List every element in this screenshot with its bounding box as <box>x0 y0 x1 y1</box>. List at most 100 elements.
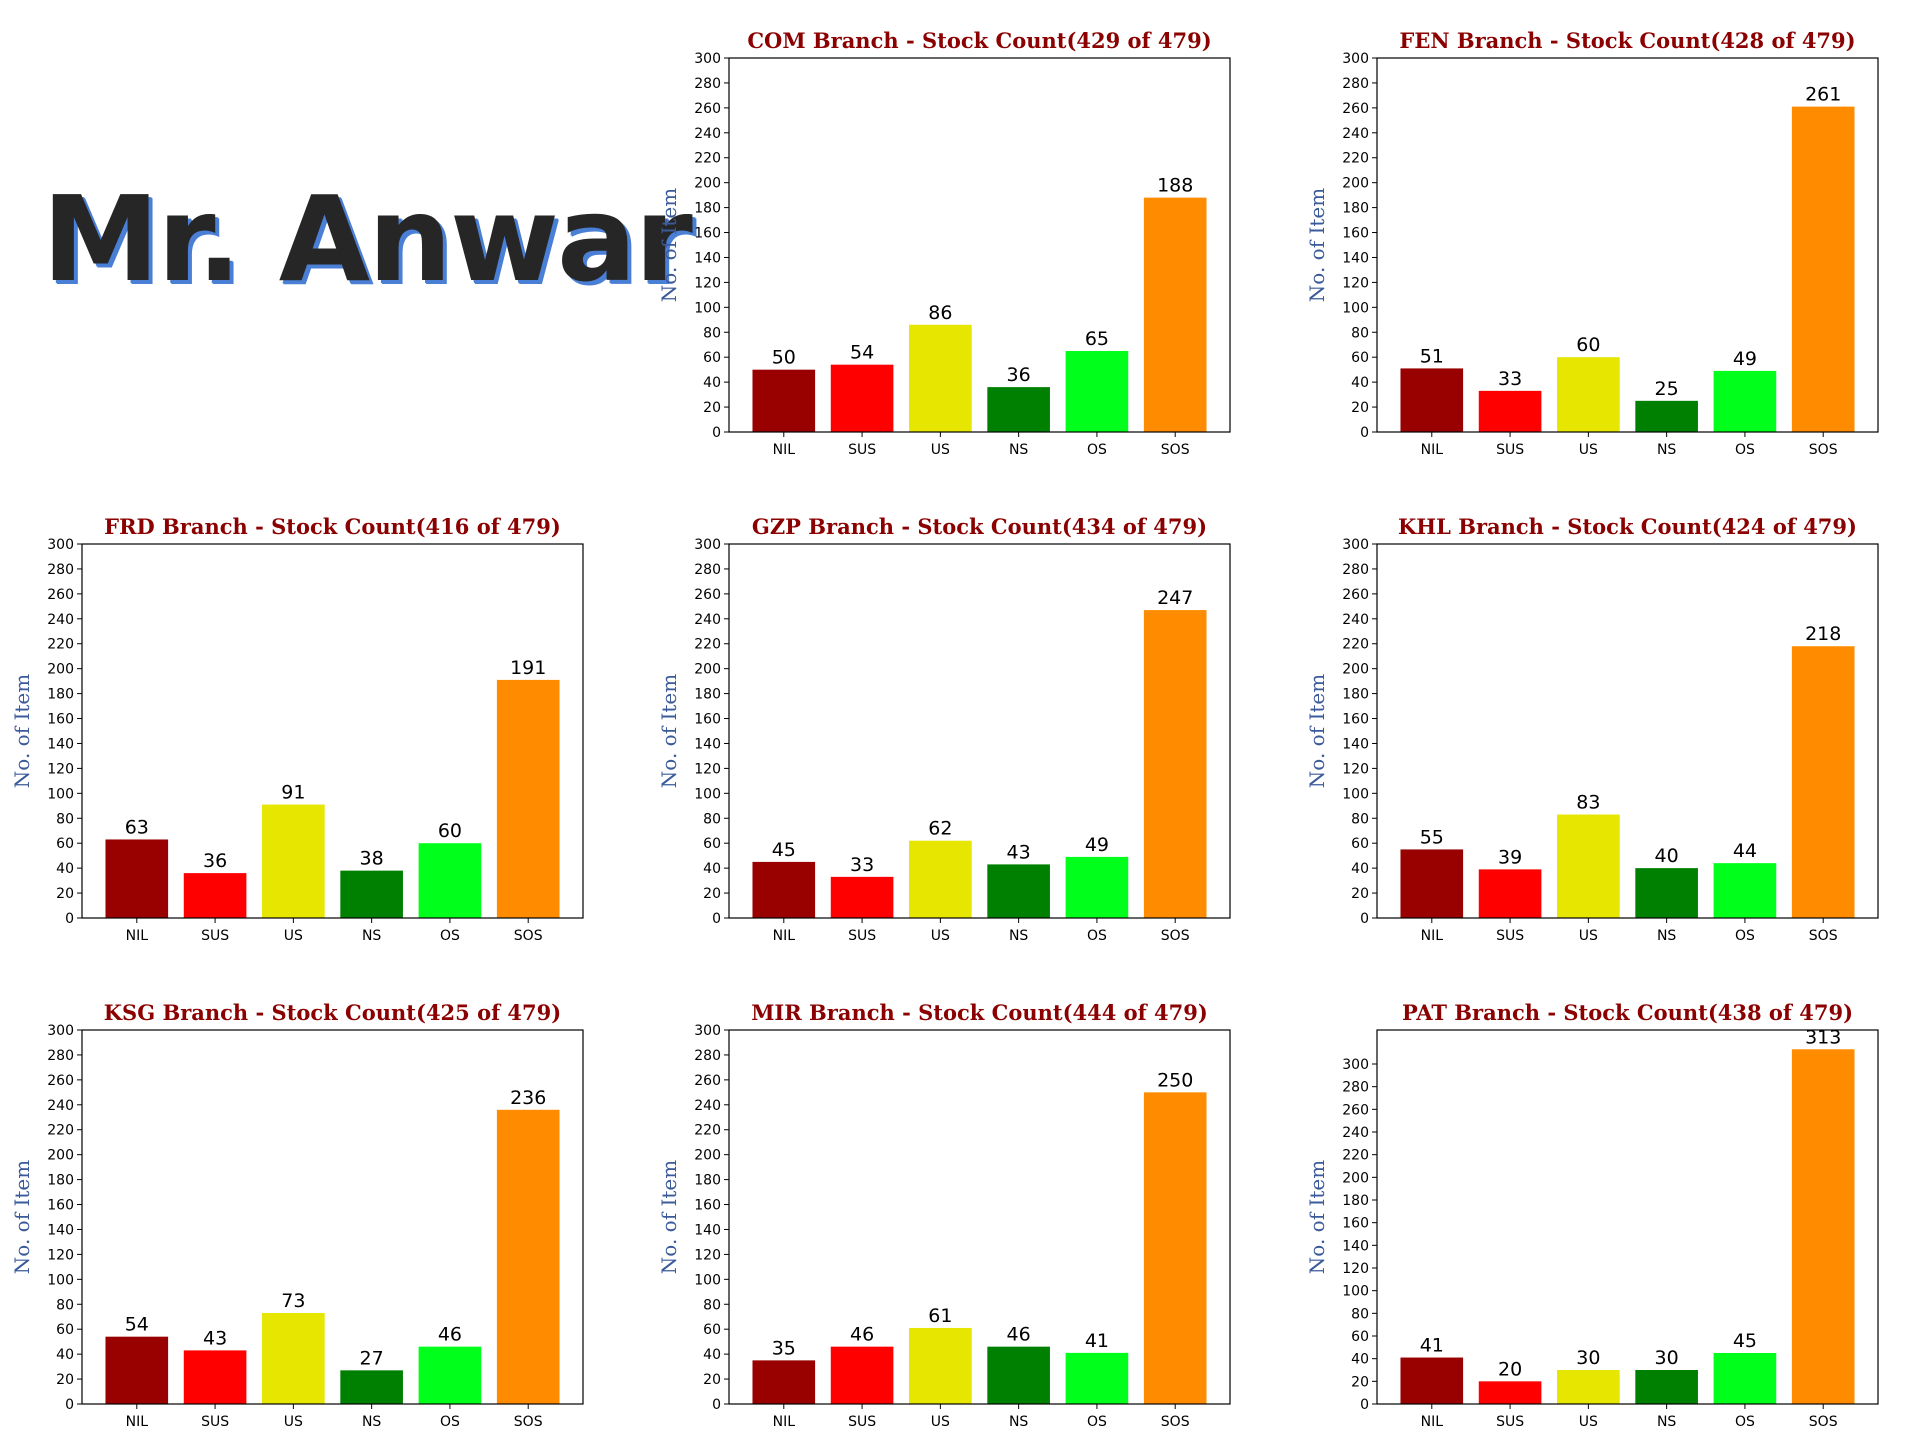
y-axis-label: No. of Item <box>657 188 681 302</box>
x-tick-label: SUS <box>1496 442 1524 458</box>
y-tick-label: 260 <box>1342 101 1369 117</box>
chart-title: KSG Branch - Stock Count(425 of 479) <box>104 1000 561 1025</box>
y-tick-label: 160 <box>694 1198 721 1214</box>
y-tick-label: 160 <box>1342 1216 1369 1232</box>
y-tick-label: 20 <box>56 1372 74 1388</box>
y-tick-label: 300 <box>694 51 721 67</box>
y-tick-label: 280 <box>47 1048 74 1064</box>
y-tick-label: 120 <box>47 761 74 777</box>
bar-value-label: 60 <box>1576 334 1600 356</box>
y-tick-label: 180 <box>47 1173 74 1189</box>
y-tick-label: 240 <box>694 126 721 142</box>
y-tick-label: 240 <box>47 612 74 628</box>
bar-nil <box>752 369 816 432</box>
bar-ns <box>1635 400 1698 432</box>
y-tick-label: 280 <box>47 562 74 578</box>
y-axis-label: No. of Item <box>10 1160 34 1274</box>
bar-ns <box>987 864 1050 918</box>
y-tick-label: 160 <box>1342 226 1369 242</box>
y-tick-label: 40 <box>1351 861 1369 877</box>
chart-fen: FEN Branch - Stock Count(428 of 479) No. … <box>1305 28 1879 458</box>
bar-value-label: 51 <box>1420 345 1444 367</box>
x-tick-label: SOS <box>514 1414 543 1430</box>
y-tick-label: 20 <box>703 1372 721 1388</box>
bar-os <box>418 843 482 918</box>
bar-os <box>418 1346 482 1404</box>
y-tick-label: 60 <box>1351 350 1369 366</box>
y-tick-label: 120 <box>47 1247 74 1263</box>
x-tick-label: OS <box>1735 1414 1755 1430</box>
bar-nil <box>105 839 169 918</box>
y-tick-label: 60 <box>1351 1329 1369 1345</box>
y-tick-label: 0 <box>1360 425 1369 441</box>
bar-value-label: 46 <box>438 1324 462 1346</box>
y-tick-label: 60 <box>56 1322 74 1338</box>
y-tick-label: 260 <box>1342 587 1369 603</box>
y-tick-label: 0 <box>712 911 721 927</box>
x-tick-label: NS <box>1009 442 1028 458</box>
x-tick-label: NS <box>1657 1414 1676 1430</box>
y-tick-label: 120 <box>1342 275 1369 291</box>
x-tick-label: US <box>1579 1414 1598 1430</box>
y-tick-label: 0 <box>1360 911 1369 927</box>
bar-sus <box>183 1350 247 1404</box>
bar-value-label: 49 <box>1085 834 1109 856</box>
y-tick-label: 180 <box>47 687 74 703</box>
y-tick-label: 280 <box>1342 1080 1369 1096</box>
bar-sus <box>830 876 894 918</box>
y-axis-label: No. of Item <box>1305 1160 1329 1274</box>
y-tick-label: 40 <box>1351 1352 1369 1368</box>
x-tick-label: OS <box>1087 928 1107 944</box>
plot-frame <box>1376 543 1879 919</box>
y-tick-label: 100 <box>694 300 721 316</box>
y-tick-label: 200 <box>694 662 721 678</box>
x-tick-label: SOS <box>1161 1414 1190 1430</box>
bar-os <box>1713 1353 1777 1404</box>
y-tick-label: 180 <box>1342 1193 1369 1209</box>
plot-frame <box>81 543 584 919</box>
chart-title: GZP Branch - Stock Count(434 of 479) <box>752 514 1207 539</box>
chart-mir: MIR Branch - Stock Count(444 of 479) No. … <box>657 1000 1231 1430</box>
y-tick-label: 20 <box>56 886 74 902</box>
bar-value-label: 313 <box>1805 1026 1841 1048</box>
y-tick-label: 200 <box>47 662 74 678</box>
bar-value-label: 38 <box>360 848 384 870</box>
x-tick-label: NIL <box>1421 1414 1444 1430</box>
y-tick-label: 100 <box>47 1272 74 1288</box>
y-tick-label: 220 <box>694 1123 721 1139</box>
bar-value-label: 35 <box>772 1337 796 1359</box>
y-tick-label: 300 <box>47 537 74 553</box>
x-tick-label: SOS <box>1809 1414 1838 1430</box>
bar-us <box>909 840 972 918</box>
y-tick-label: 260 <box>47 587 74 603</box>
x-tick-label: SUS <box>1496 928 1524 944</box>
y-tick-label: 80 <box>56 1297 74 1313</box>
bar-value-label: 65 <box>1085 328 1109 350</box>
y-tick-label: 120 <box>1342 761 1369 777</box>
chart-title: FEN Branch - Stock Count(428 of 479) <box>1399 28 1855 53</box>
y-tick-label: 20 <box>1351 886 1369 902</box>
y-tick-label: 300 <box>1342 51 1369 67</box>
y-tick-label: 260 <box>694 1073 721 1089</box>
x-tick-label: NS <box>1009 928 1028 944</box>
x-tick-label: NIL <box>1421 928 1444 944</box>
bar-value-label: 30 <box>1655 1347 1679 1369</box>
bar-value-label: 49 <box>1733 348 1757 370</box>
y-tick-label: 20 <box>1351 400 1369 416</box>
bar-value-label: 33 <box>850 854 874 876</box>
y-tick-label: 100 <box>1342 1284 1369 1300</box>
plot-frame <box>728 543 1231 919</box>
bar-nil <box>105 1336 169 1404</box>
bar-os <box>1713 370 1777 432</box>
y-tick-label: 280 <box>694 1048 721 1064</box>
y-tick-label: 140 <box>694 250 721 266</box>
logo-title: Mr. Anwar <box>42 170 693 308</box>
bar-sos <box>1143 610 1207 918</box>
bar-ns <box>1635 868 1698 918</box>
y-tick-label: 60 <box>703 350 721 366</box>
x-tick-label: SUS <box>848 442 876 458</box>
bar-us <box>262 1312 325 1404</box>
x-tick-label: US <box>931 442 950 458</box>
bar-value-label: 250 <box>1157 1069 1193 1091</box>
